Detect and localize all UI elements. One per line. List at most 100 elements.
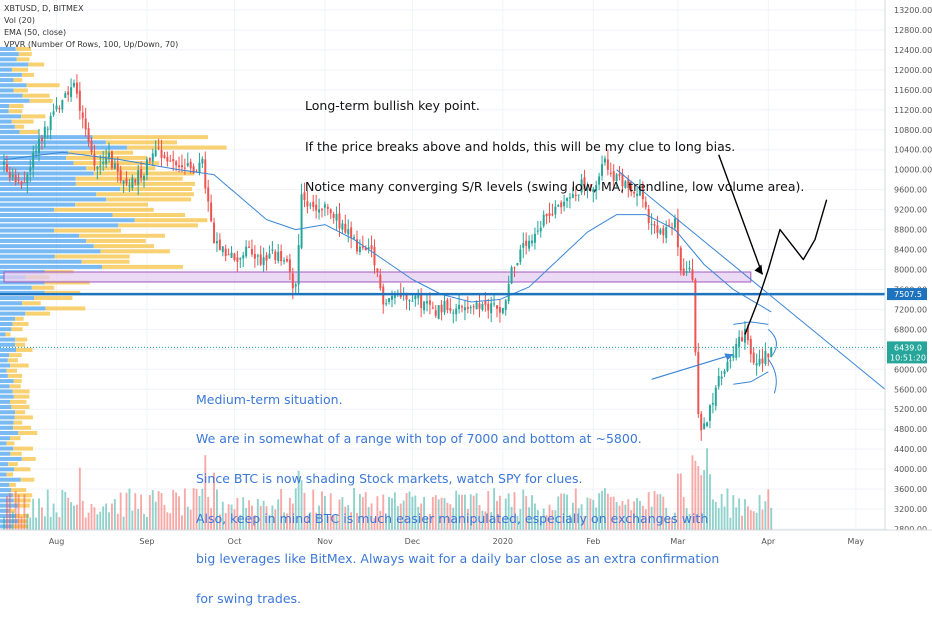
volume-bar [624, 504, 627, 530]
vpvr-row-up [0, 306, 46, 311]
volume-bar [706, 448, 708, 530]
candle-body [525, 240, 528, 246]
volume-bar [449, 504, 452, 530]
volume-bar [417, 506, 420, 530]
vpvr-row-down [15, 46, 31, 51]
volume-bar [122, 516, 125, 530]
vpvr-indicator-label[interactable]: VPVR (Number Of Rows, 100, Up/Down, 70) [4, 40, 179, 49]
vpvr-row-down [12, 425, 32, 430]
candle-body [434, 310, 437, 316]
candle-body [367, 247, 370, 249]
price-tick-label: 5200.00 [894, 405, 927, 414]
vpvr-row-up [0, 332, 6, 337]
candle-body [291, 273, 294, 289]
vpvr-row-down [75, 202, 148, 207]
candle-body [615, 174, 618, 182]
volume-bar [90, 503, 93, 530]
volume-bar [283, 512, 285, 530]
vpvr-row-down [9, 482, 16, 487]
vpvr-row-up [0, 166, 87, 171]
volume-bar [367, 507, 370, 530]
time-tick-label: Oct [228, 537, 242, 546]
candle-body [175, 161, 178, 166]
candle-body [638, 186, 641, 196]
candle-body [178, 165, 181, 168]
black-arrow-head [754, 264, 763, 275]
vpvr-row-up [0, 67, 12, 72]
vpvr-row-up [0, 358, 8, 363]
long-term-note[interactable]: Long-term bullish key point. If the pric… [305, 72, 804, 207]
volume-bar [146, 517, 148, 530]
vpvr-row-up [0, 425, 13, 430]
candle-body [478, 303, 481, 309]
volume-bar [341, 497, 344, 530]
price-tick-label: 9600.00 [894, 186, 927, 195]
vpvr-row-down [14, 467, 31, 472]
volume-bar [577, 508, 580, 530]
candle-body [145, 159, 148, 176]
candle-body [11, 174, 14, 178]
volume-bar [478, 504, 481, 530]
candle-body [350, 227, 353, 238]
candle-body [449, 308, 452, 311]
candle-body [312, 201, 315, 208]
volume-bar [709, 474, 711, 530]
vpvr-row-up [0, 301, 23, 306]
vpvr-row-down [96, 192, 194, 197]
vpvr-row-down [15, 316, 24, 321]
volume-bar [221, 501, 224, 530]
candle-body [390, 295, 393, 300]
vol-indicator-label[interactable]: Vol (20) [4, 16, 35, 25]
price-axis-bg [885, 0, 932, 530]
candle-body [75, 82, 78, 94]
volume-bar [738, 498, 741, 530]
medium-term-note[interactable]: Medium-term situation. We are in somewha… [196, 366, 719, 619]
volume-bar [697, 466, 700, 530]
volume-bar [49, 516, 52, 530]
candle-body [711, 402, 714, 405]
vpvr-row-down [106, 197, 192, 202]
current-price-badge [887, 341, 927, 364]
vpvr-row-down [13, 446, 33, 451]
candle-body [355, 239, 358, 252]
volume-bar [163, 505, 166, 530]
volume-bar [674, 512, 676, 530]
volume-bar [685, 508, 688, 530]
volume-bar [312, 489, 315, 530]
candle-body [49, 115, 52, 131]
volume-bar [73, 505, 75, 530]
price-chart[interactable]: 13200.00 12800.00 12400.00 12000.00 11600.00… [0, 0, 932, 550]
candle-body [353, 237, 356, 239]
price-tick-label: 5600.00 [894, 385, 927, 394]
volume-bar [172, 489, 175, 530]
range-top-line [733, 321, 769, 325]
vpvr-row-down [17, 519, 28, 524]
volume-bar [542, 508, 545, 530]
volume-bar [61, 489, 64, 530]
price-tick-label: 11200.00 [894, 106, 932, 115]
candle-body [592, 189, 595, 192]
price-tick-label: 9200.00 [894, 206, 927, 215]
candle-body [720, 376, 723, 379]
vpvr-row-up [0, 415, 15, 420]
volume-bar [294, 488, 297, 530]
candle-body [125, 178, 128, 184]
volume-bar [426, 517, 428, 530]
volume-bar [458, 494, 461, 530]
volume-bar [391, 498, 393, 530]
candle-body [113, 163, 116, 169]
candle-body [767, 353, 770, 358]
time-axis: Aug Sep Oct Nov Dec 2020 Feb Mar Apr May [49, 537, 865, 546]
vpvr-row-down [11, 67, 29, 72]
volume-bar [758, 495, 761, 530]
ema-indicator-label[interactable]: EMA (50, close) [4, 28, 67, 37]
candle-body [341, 223, 344, 230]
candle-body [382, 286, 385, 305]
symbol-title[interactable]: XBTUSD, D, BITMEX [4, 4, 84, 13]
candle-body [700, 413, 703, 431]
volume-bar [338, 499, 341, 530]
candle-body [516, 263, 519, 266]
volume-bar [361, 497, 364, 530]
long-term-note-line: If the price breaks above and holds, thi… [305, 138, 736, 154]
candle-body [38, 138, 40, 154]
